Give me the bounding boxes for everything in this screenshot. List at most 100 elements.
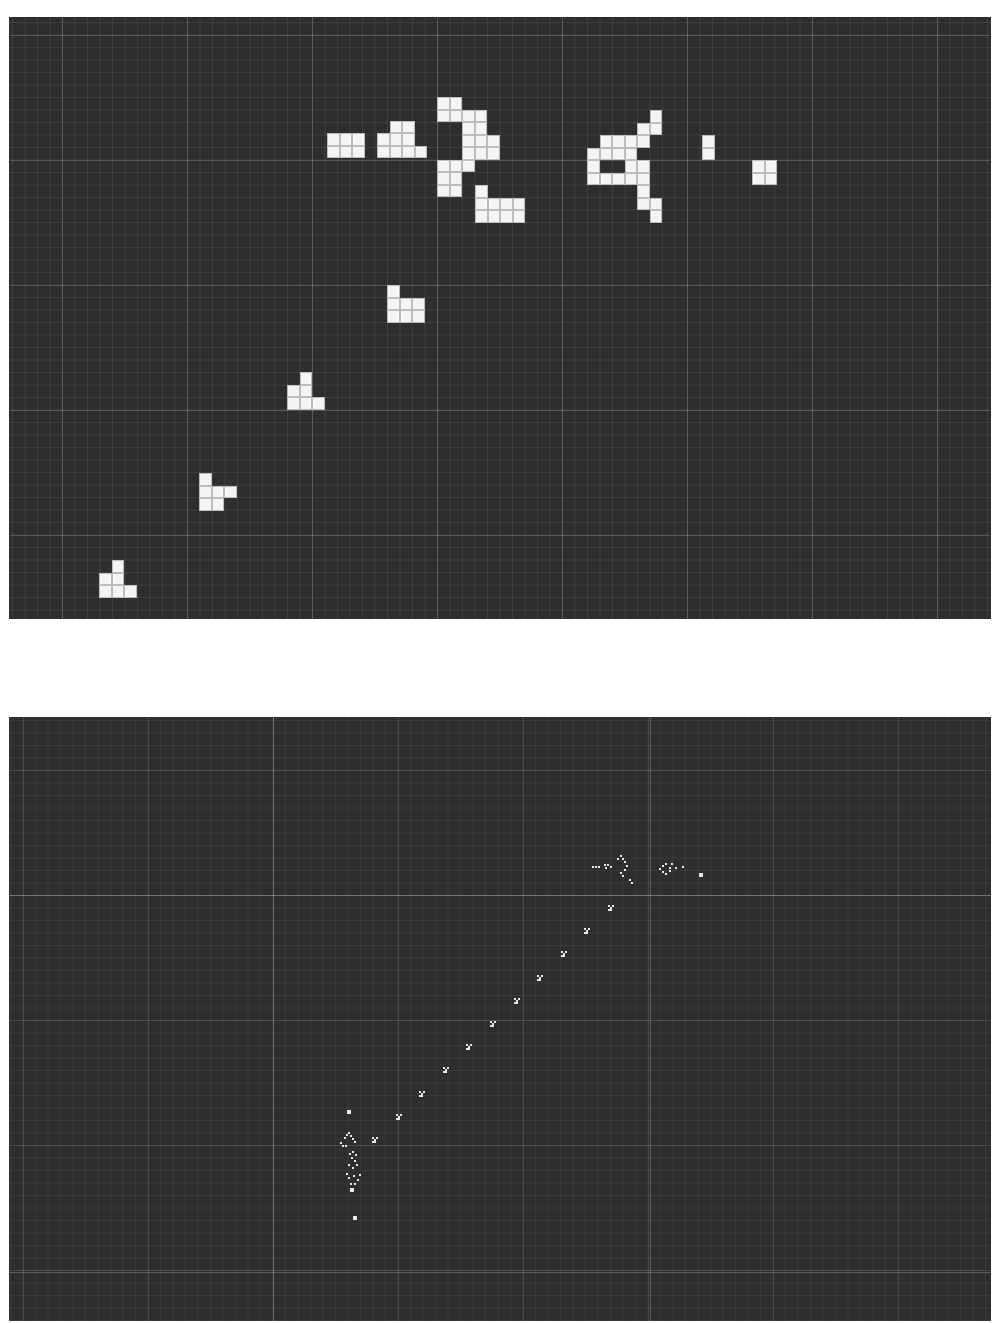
live-cell xyxy=(355,1216,357,1218)
live-cell xyxy=(599,147,612,160)
live-cell xyxy=(624,861,626,863)
live-cell xyxy=(515,999,518,1002)
live-cell xyxy=(620,872,622,874)
live-cell xyxy=(339,133,352,146)
live-cell xyxy=(402,145,415,158)
live-cell xyxy=(402,133,415,146)
simulation-view-zoomed[interactable] xyxy=(9,17,991,619)
live-cell xyxy=(490,1021,492,1023)
live-cell xyxy=(468,1048,471,1051)
live-cell xyxy=(702,147,715,160)
live-cell xyxy=(389,120,402,133)
live-cell xyxy=(224,485,237,498)
live-cell xyxy=(624,172,637,185)
live-cell xyxy=(474,134,487,147)
live-cell xyxy=(353,1175,355,1177)
live-cell xyxy=(421,1092,424,1095)
live-cell xyxy=(587,147,600,160)
live-cell xyxy=(354,1183,356,1185)
live-cell xyxy=(659,868,661,870)
live-cell xyxy=(346,1173,348,1175)
live-cell xyxy=(537,974,540,977)
live-cell xyxy=(462,147,475,160)
live-cell xyxy=(624,147,637,160)
live-cell xyxy=(348,1164,350,1166)
live-cell xyxy=(492,1025,494,1027)
live-cell xyxy=(515,1001,518,1004)
live-cell xyxy=(470,1044,473,1047)
live-cell xyxy=(598,866,600,868)
live-cell xyxy=(669,867,671,869)
live-cell xyxy=(487,147,500,160)
live-cell xyxy=(353,1216,355,1218)
live-cell xyxy=(348,1132,350,1134)
live-cell xyxy=(492,1023,494,1025)
live-cell xyxy=(586,930,589,933)
live-cell xyxy=(377,133,390,146)
live-cell xyxy=(622,858,624,860)
live-cell xyxy=(599,135,612,148)
live-cell xyxy=(437,184,450,197)
live-cell xyxy=(99,585,112,598)
live-cell xyxy=(662,865,664,867)
live-cell xyxy=(701,873,703,875)
live-cell xyxy=(612,172,625,185)
live-cell xyxy=(354,1160,356,1162)
live-cell xyxy=(617,858,619,860)
live-cell xyxy=(444,1071,447,1074)
live-cell xyxy=(637,160,650,173)
live-cell xyxy=(624,869,626,871)
live-cell xyxy=(350,1188,352,1190)
live-cell xyxy=(442,1071,445,1074)
live-cell xyxy=(752,172,765,185)
live-cell xyxy=(99,572,112,585)
live-cell xyxy=(612,147,625,160)
live-cell xyxy=(376,1137,378,1139)
live-cell xyxy=(701,875,703,877)
live-cell xyxy=(211,498,224,511)
live-cell xyxy=(675,867,677,869)
live-cell xyxy=(490,1025,492,1027)
live-cell xyxy=(474,122,487,135)
live-cell xyxy=(423,1090,426,1093)
live-cell xyxy=(437,159,450,172)
live-cell xyxy=(449,184,462,197)
live-cell xyxy=(637,135,650,148)
live-cell xyxy=(347,1110,349,1112)
live-cell xyxy=(355,1154,357,1156)
live-cell xyxy=(399,1113,402,1116)
live-cell xyxy=(111,560,124,573)
live-cell xyxy=(399,297,412,310)
live-cell xyxy=(449,97,462,110)
live-cell xyxy=(389,145,402,158)
live-cell xyxy=(374,1141,376,1143)
live-cell xyxy=(462,134,475,147)
live-cell xyxy=(764,172,777,185)
live-cell xyxy=(500,210,513,223)
live-cell xyxy=(449,172,462,185)
live-cell xyxy=(682,866,684,868)
live-cell xyxy=(299,372,312,385)
live-cell xyxy=(584,928,587,931)
live-cell xyxy=(395,1113,398,1116)
live-cell xyxy=(442,1067,445,1070)
live-cell xyxy=(669,870,671,872)
live-cell xyxy=(327,133,340,146)
live-cell xyxy=(414,145,427,158)
simulation-view-overview[interactable] xyxy=(9,717,991,1321)
live-cell xyxy=(111,572,124,585)
live-cell xyxy=(474,147,487,160)
live-cell xyxy=(353,1218,355,1220)
live-cell xyxy=(610,909,612,911)
live-cell xyxy=(586,932,589,935)
live-cell xyxy=(587,172,600,185)
live-cell xyxy=(348,1177,350,1179)
live-cell xyxy=(354,1141,356,1143)
live-cell xyxy=(665,873,667,875)
live-cell xyxy=(351,1157,353,1159)
live-cell xyxy=(622,875,624,877)
live-cell xyxy=(349,1110,351,1112)
live-cell xyxy=(350,1183,352,1185)
live-cell xyxy=(649,122,662,135)
live-cell xyxy=(339,145,352,158)
